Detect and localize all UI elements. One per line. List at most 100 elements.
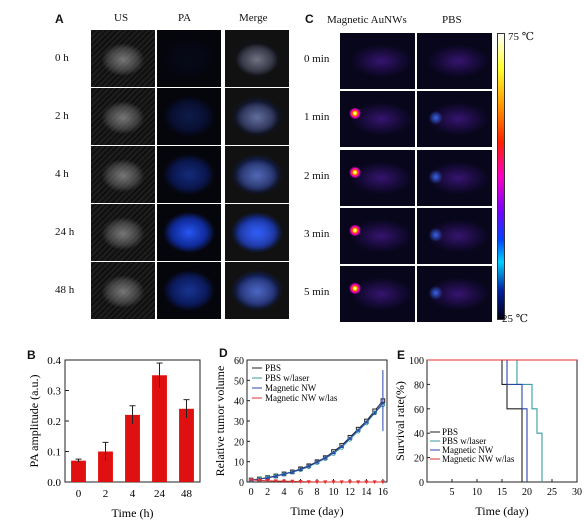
chart-d-legend-label: PBS w/laser	[265, 373, 309, 383]
chart-d-xtick-label: 8	[315, 487, 320, 498]
colorbar-min-label: 25 ℃	[502, 313, 529, 325]
chart-d-xlabel: Time (day)	[290, 504, 343, 518]
chart-d-point	[331, 480, 336, 485]
thermal-pbs-row-3	[417, 208, 492, 264]
col-header-pa: PA	[178, 12, 192, 24]
chart-e-legend-label: PBS	[442, 427, 458, 437]
col-header-magnetic-auNWs: Magnetic AuNWs	[327, 14, 407, 26]
thermal-row-label-4: 5 min	[304, 286, 330, 298]
chart-b-xtick-label: 24	[154, 488, 166, 500]
thermal-row-label-1: 1 min	[304, 111, 330, 123]
chart-d-ytick-label: 50	[234, 376, 244, 387]
chart-b-bar	[125, 414, 140, 482]
chart-e-series-line	[427, 359, 543, 482]
chart-d-ylabel: Relative tumor volume	[213, 366, 227, 477]
chart-d-point	[273, 473, 278, 478]
image-pa-row-3	[157, 204, 221, 261]
panel-label-e: E	[397, 348, 406, 362]
image-merge-row-2	[225, 146, 289, 203]
image-pa-row-2	[157, 146, 221, 203]
chart-b-ytick-label: 0.4	[47, 355, 61, 367]
chart-d-point	[249, 478, 254, 483]
chart-d-ytick-label: 30	[234, 417, 244, 428]
image-us-row-4	[91, 262, 155, 319]
chart-d-ytick-label: 40	[234, 397, 244, 408]
image-us-row-3	[91, 204, 155, 261]
chart-d-point	[290, 479, 295, 484]
chart-e-ytick-label: 20	[414, 454, 424, 465]
chart-b-xlabel: Time (h)	[112, 506, 154, 520]
chart-d-point	[273, 479, 278, 484]
chart-d-xtick-label: 2	[265, 487, 270, 498]
image-merge-row-0	[225, 30, 289, 87]
chart-d-point	[298, 467, 303, 471]
chart-e-xtick-label: 15	[497, 487, 507, 498]
chart-d-point	[306, 480, 311, 484]
chart-d-legend-label: Magnetic NW	[265, 383, 317, 393]
chart-d-ytick-label: 10	[234, 458, 244, 469]
chart-e-legend-label: Magnetic NW w/las	[442, 454, 515, 464]
chart-e-xtick-label: 5	[450, 487, 455, 498]
chart-b-ytick-label: 0.3	[47, 386, 61, 398]
chart-e-ytick-label: 40	[414, 429, 424, 440]
image-merge-row-1	[225, 88, 289, 145]
chart-d-xtick-label: 14	[361, 487, 371, 498]
chart-d-point	[380, 480, 385, 485]
chart-d-xtick-label: 12	[345, 487, 355, 498]
image-pa-row-4	[157, 262, 221, 319]
thermal-auNW-row-0	[340, 33, 415, 89]
chart-d-legend-label: Magnetic NW w/las	[265, 393, 338, 403]
thermal-pbs-row-2	[417, 150, 492, 206]
chart-d-ytick-label: 20	[234, 437, 244, 448]
chart-d-point	[339, 480, 344, 485]
panel-label-c: C	[305, 12, 314, 26]
col-header-merge: Merge	[239, 12, 268, 24]
chart-d-point	[298, 479, 303, 484]
thermal-pbs-row-0	[417, 33, 492, 89]
row-label-4: 48 h	[55, 284, 75, 296]
thermal-row-label-2: 2 min	[304, 170, 330, 182]
thermal-pbs-row-4	[417, 266, 492, 322]
chart-e-xtick-label: 10	[472, 487, 482, 498]
chart-e-xlabel: Time (day)	[475, 504, 528, 518]
chart-d-point	[339, 444, 344, 449]
thermal-auNW-row-1	[340, 91, 415, 147]
row-label-2: 4 h	[55, 168, 69, 180]
chart-d-point	[347, 480, 352, 485]
chart-b-bar	[98, 451, 113, 482]
chart-b-ytick-label: 0.1	[47, 447, 61, 459]
image-pa-row-0	[157, 30, 221, 87]
chart-d-xtick-label: 0	[249, 487, 254, 498]
chart-b-bar	[179, 408, 194, 482]
chart-d-point	[306, 463, 311, 468]
chart-d-xtick-label: 4	[282, 487, 287, 498]
chart-d-point	[364, 480, 369, 485]
chart-e-ytick-label: 80	[414, 380, 424, 391]
image-merge-row-4	[225, 262, 289, 319]
thermal-pbs-row-1	[417, 91, 492, 147]
chart-b-xtick-label: 0	[76, 488, 82, 500]
chart-d-point	[356, 427, 361, 432]
chart-e-ytick-label: 60	[414, 405, 424, 416]
chart-e-legend-label: Magnetic NW	[442, 445, 494, 455]
chart-b-ytick-label: 0.2	[47, 416, 61, 428]
chart-d-point	[372, 480, 377, 485]
col-header-us: US	[114, 12, 129, 24]
image-merge-row-3	[225, 204, 289, 261]
chart-d-point	[356, 480, 361, 485]
colorbar-max-label: 75 ℃	[508, 31, 535, 43]
chart-e-xtick-label: 20	[522, 487, 532, 498]
chart-b-xtick-label: 4	[130, 488, 136, 500]
chart-d-point	[331, 450, 336, 455]
chart-d-point	[265, 475, 270, 480]
image-us-row-1	[91, 88, 155, 145]
image-us-row-2	[91, 146, 155, 203]
chart-b-xtick-label: 2	[103, 488, 109, 500]
chart-d-point	[315, 459, 319, 464]
chart-d-ytick-label: 0	[239, 478, 244, 489]
col-header-pbs: PBS	[442, 14, 462, 26]
chart-d-point	[265, 479, 270, 483]
